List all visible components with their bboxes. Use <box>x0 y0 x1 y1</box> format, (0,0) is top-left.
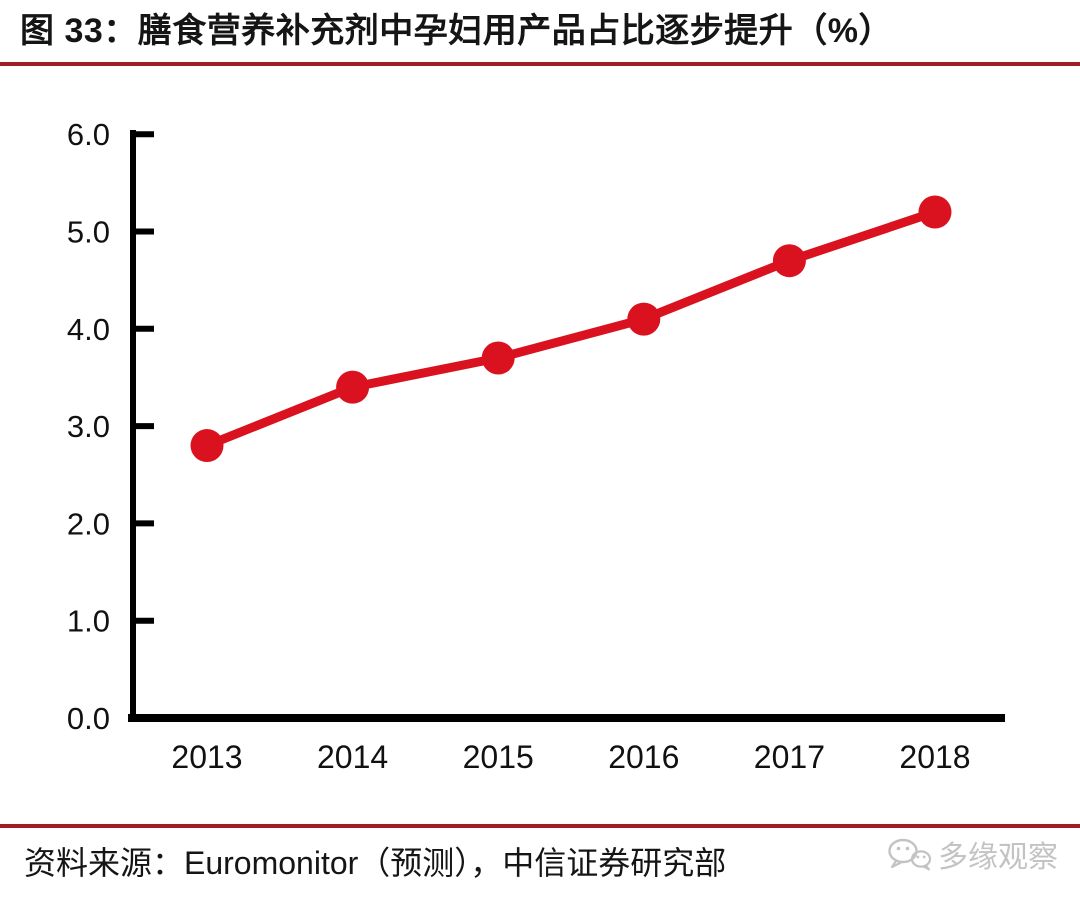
x-axis-label: 2017 <box>754 739 825 775</box>
data-point-2014 <box>336 370 370 404</box>
data-point-2013 <box>190 429 224 463</box>
source-text: 资料来源：Euromonitor（预测），中信证券研究部 <box>24 845 727 881</box>
y-axis-label: 5.0 <box>67 215 110 250</box>
title-rule <box>0 62 1080 66</box>
x-axis-label: 2018 <box>899 739 970 775</box>
y-axis-label: 6.0 <box>67 117 110 152</box>
data-point-2015 <box>481 341 515 375</box>
data-point-2016 <box>627 302 661 336</box>
y-axis-label: 0.0 <box>67 701 110 736</box>
y-axis-label: 4.0 <box>67 312 110 347</box>
y-axis-label: 3.0 <box>67 409 110 444</box>
y-axis-label: 2.0 <box>67 506 110 541</box>
watermark: 多缘观察 <box>886 832 1058 876</box>
footer-rule <box>0 824 1080 828</box>
x-axis-label: 2014 <box>317 739 388 775</box>
y-axis-label: 1.0 <box>67 604 110 639</box>
x-axis-label: 2015 <box>463 739 534 775</box>
x-axis-label: 2016 <box>608 739 679 775</box>
data-point-2018 <box>918 195 952 229</box>
figure-title: 图 33：膳食营养补充剂中孕妇用产品占比逐步提升（%） <box>20 12 893 50</box>
wechat-icon <box>886 837 932 871</box>
watermark-text: 多缘观察 <box>938 841 1058 874</box>
x-axis-label: 2013 <box>171 739 242 775</box>
data-point-2017 <box>772 244 806 278</box>
series-line <box>202 207 940 451</box>
